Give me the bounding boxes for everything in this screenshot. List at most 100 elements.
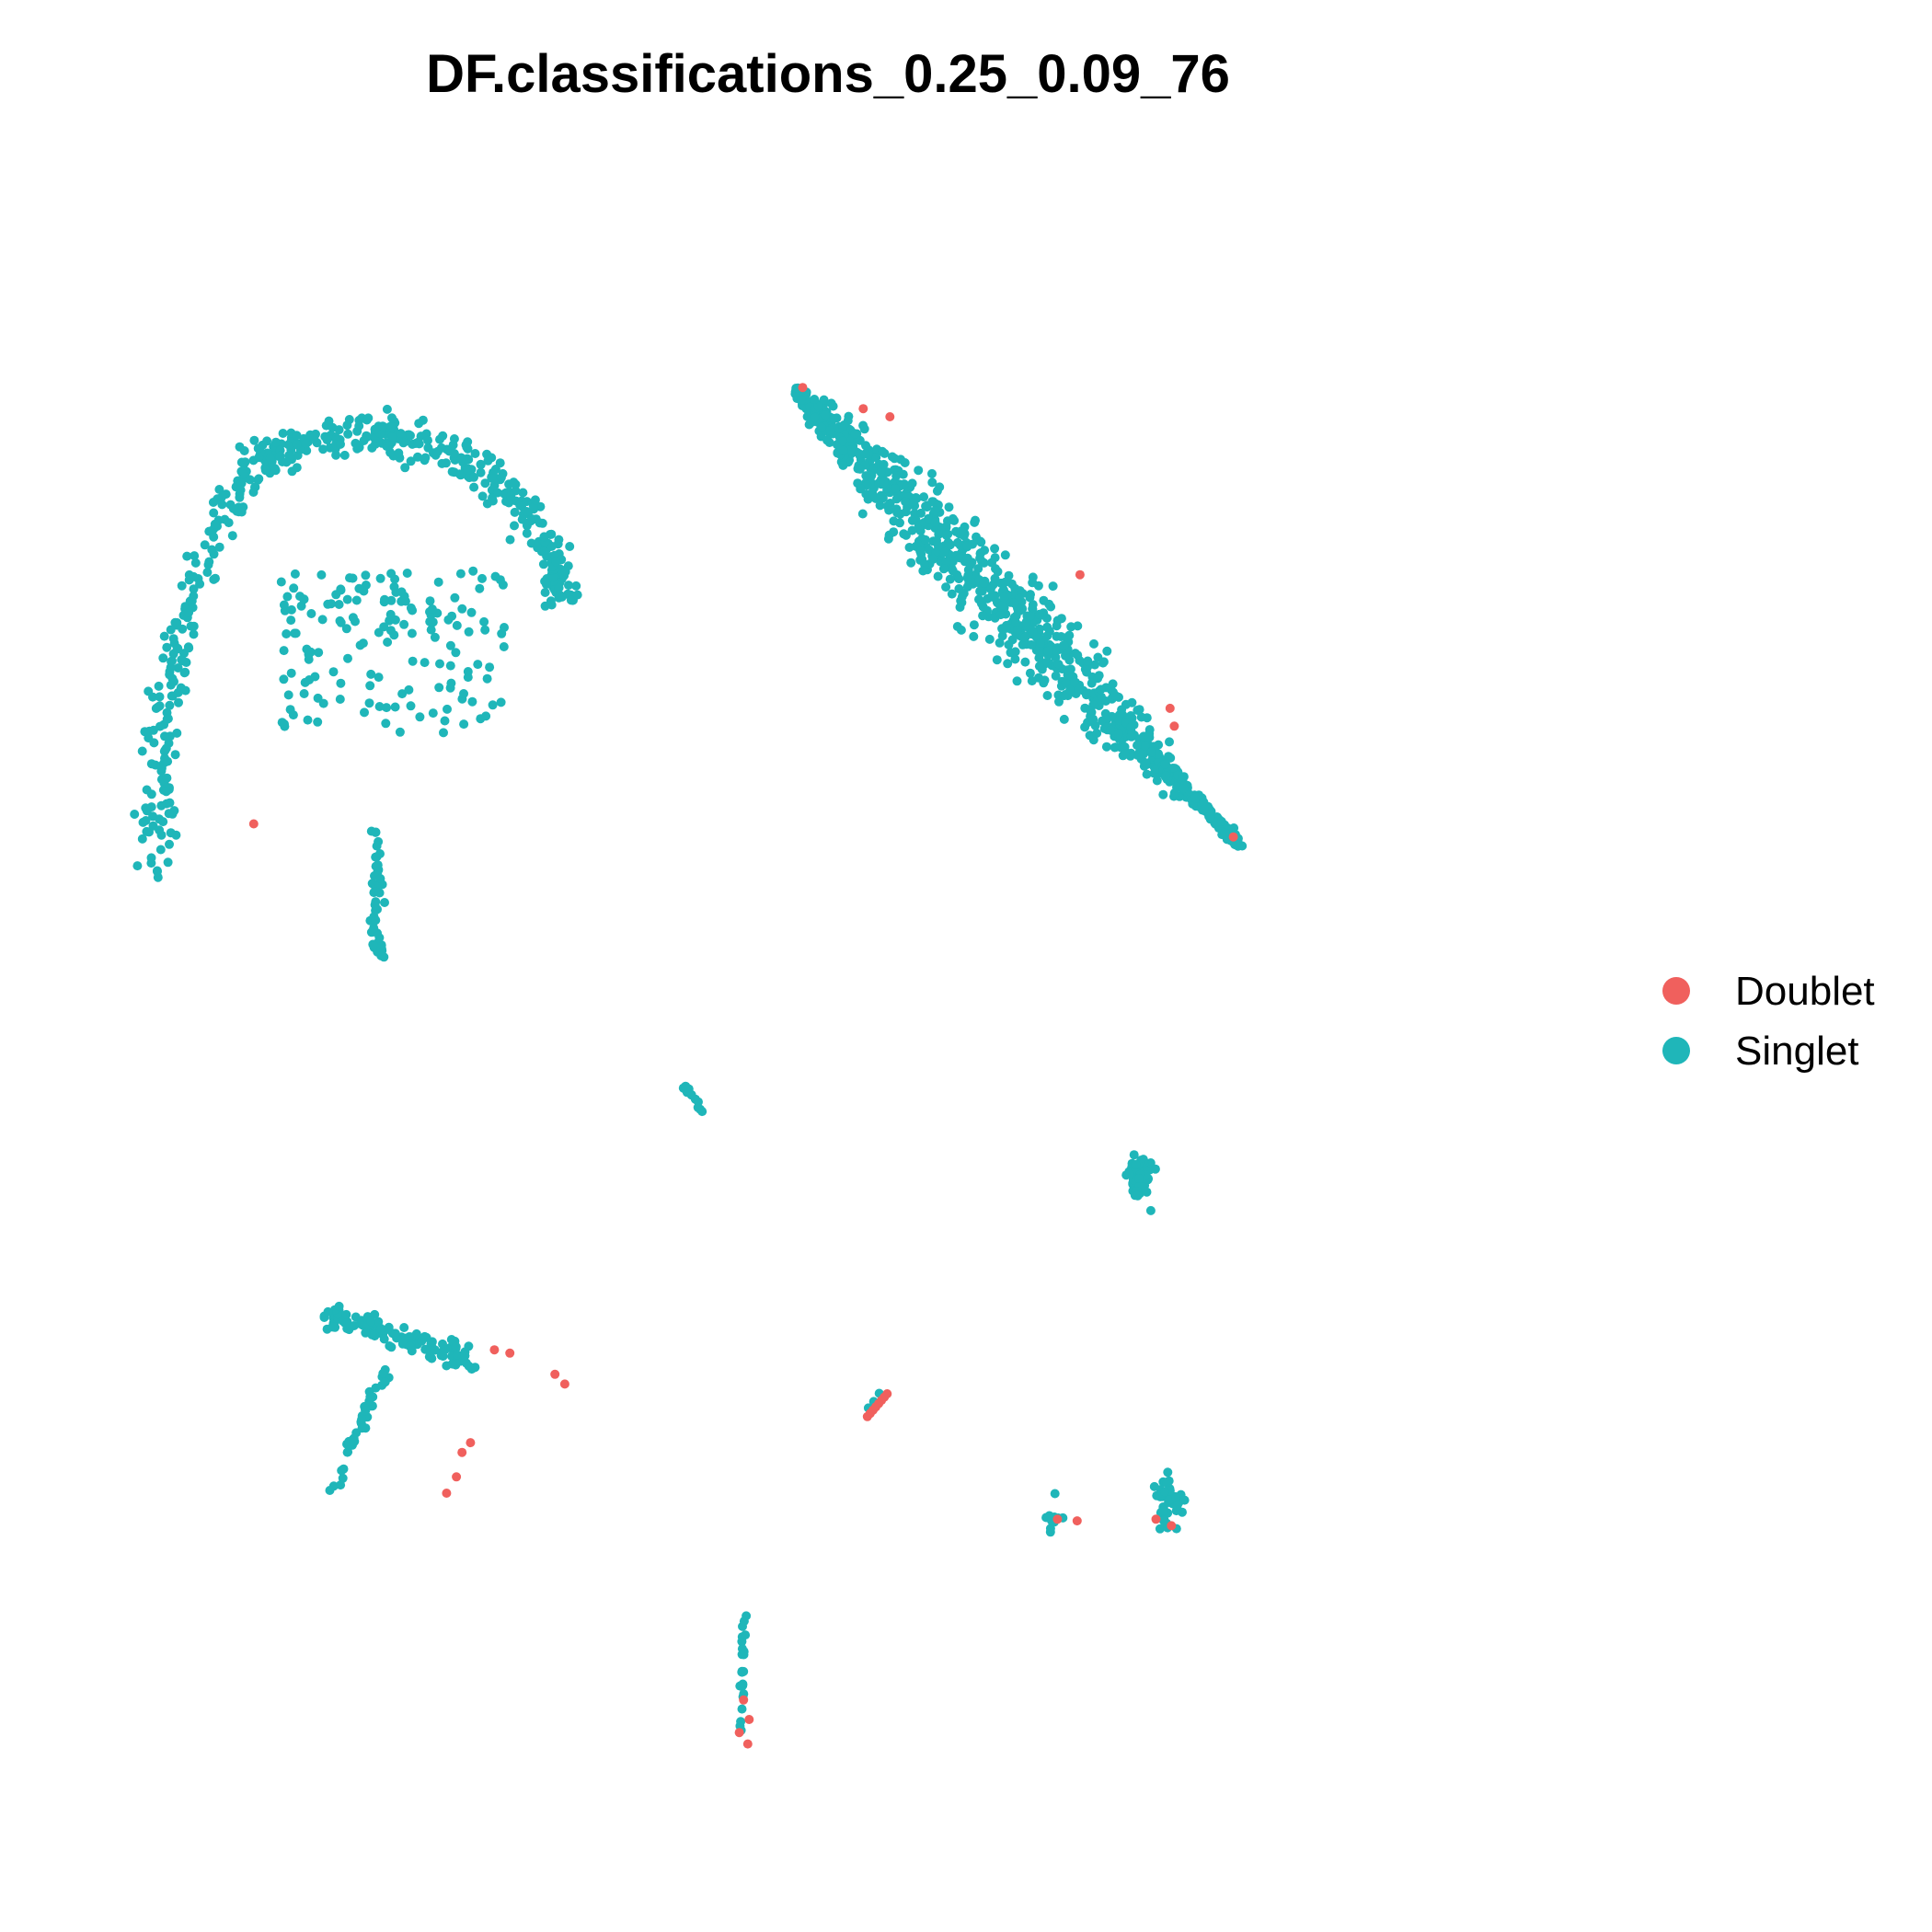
doublet-point — [1151, 1514, 1161, 1524]
singlet-point — [457, 604, 467, 614]
singlet-point — [363, 413, 374, 423]
singlet-point — [282, 629, 292, 638]
singlet-point — [892, 508, 903, 518]
singlet-point — [217, 500, 227, 510]
singlet-point — [984, 634, 995, 644]
singlet-point — [405, 1341, 415, 1351]
singlet-point — [286, 615, 296, 626]
singlet-point — [535, 518, 545, 528]
singlet-point — [1098, 716, 1108, 726]
singlet-point — [195, 579, 205, 589]
singlet-point — [891, 484, 900, 493]
singlet-point — [357, 1423, 367, 1433]
singlet-point — [1042, 622, 1052, 632]
singlet-point — [1025, 611, 1035, 621]
singlet-point — [374, 673, 384, 683]
singlet-point — [180, 685, 190, 696]
singlet-point — [371, 915, 381, 926]
singlet-point — [309, 432, 319, 443]
singlet-point — [1059, 714, 1069, 724]
singlet-point — [985, 584, 995, 594]
doublet-point — [1075, 569, 1085, 580]
singlet-point — [459, 689, 468, 698]
singlet-point — [210, 519, 220, 529]
singlet-point — [956, 625, 966, 635]
singlet-point — [820, 410, 830, 420]
singlet-point — [283, 440, 293, 450]
singlet-point — [169, 676, 178, 686]
singlet-point — [464, 627, 474, 637]
singlet-point — [279, 600, 289, 610]
singlet-point — [1163, 1467, 1173, 1478]
singlet-point — [179, 668, 190, 678]
singlet-point — [156, 764, 167, 773]
singlet-point — [1003, 659, 1013, 669]
singlet-point — [1142, 769, 1152, 779]
singlet-point — [168, 649, 178, 659]
singlet-point — [290, 569, 300, 579]
singlet-point — [359, 436, 369, 445]
singlet-point — [1028, 600, 1038, 610]
singlet-point — [380, 1377, 390, 1387]
singlet-point — [1034, 609, 1044, 619]
singlet-point — [1050, 1489, 1060, 1499]
singlet-point — [390, 1328, 400, 1339]
singlet-point — [204, 557, 214, 567]
doublet-point — [798, 383, 808, 393]
singlet-point — [955, 553, 965, 563]
singlet-point — [364, 698, 374, 708]
singlet-point — [189, 571, 199, 581]
singlet-point — [470, 449, 480, 458]
singlet-point — [1064, 630, 1075, 640]
singlet-point — [1140, 741, 1150, 751]
singlet-point — [1056, 632, 1066, 641]
singlet-point — [345, 573, 354, 583]
singlet-point — [546, 600, 557, 610]
singlet-point — [907, 478, 917, 489]
singlet-point — [141, 803, 151, 813]
singlet-point — [1126, 722, 1136, 732]
singlet-point — [540, 588, 550, 597]
singlet-point — [518, 488, 528, 498]
singlet-point — [483, 455, 493, 466]
singlet-point — [449, 449, 459, 458]
singlet-point — [348, 613, 358, 623]
singlet-point — [908, 498, 918, 507]
doublet-point — [1165, 703, 1175, 713]
singlet-point — [1051, 652, 1061, 662]
singlet-point — [253, 443, 263, 454]
doublet-point — [1072, 1516, 1082, 1526]
singlet-point — [1145, 1205, 1156, 1215]
singlet-point — [861, 441, 870, 451]
singlet-point — [974, 594, 983, 604]
singlet-point — [249, 435, 259, 445]
singlet-point — [399, 1323, 409, 1332]
singlet-point — [1073, 650, 1083, 661]
singlet-point — [1025, 668, 1035, 678]
singlet-point — [468, 566, 478, 576]
singlet-point — [173, 663, 183, 673]
singlet-point — [130, 810, 140, 819]
singlet-point — [1000, 577, 1010, 587]
singlet-point — [995, 610, 1006, 620]
singlet-point — [402, 569, 412, 578]
singlet-point — [365, 1392, 375, 1402]
singlet-point — [473, 660, 483, 670]
singlet-point — [155, 692, 165, 702]
singlet-point — [361, 570, 371, 581]
singlet-point — [829, 413, 839, 423]
singlet-point — [172, 728, 182, 738]
singlet-point — [366, 669, 376, 679]
singlet-point — [451, 1341, 461, 1351]
singlet-point — [736, 1717, 746, 1727]
singlet-point — [224, 518, 234, 528]
singlet-point — [254, 474, 264, 484]
singlet-point — [463, 667, 473, 676]
singlet-point — [360, 707, 369, 718]
singlet-point — [341, 624, 351, 634]
singlet-point — [956, 526, 966, 536]
singlet-point — [554, 535, 564, 545]
singlet-point — [159, 631, 169, 641]
singlet-point — [1010, 654, 1020, 664]
singlet-point — [166, 625, 176, 635]
